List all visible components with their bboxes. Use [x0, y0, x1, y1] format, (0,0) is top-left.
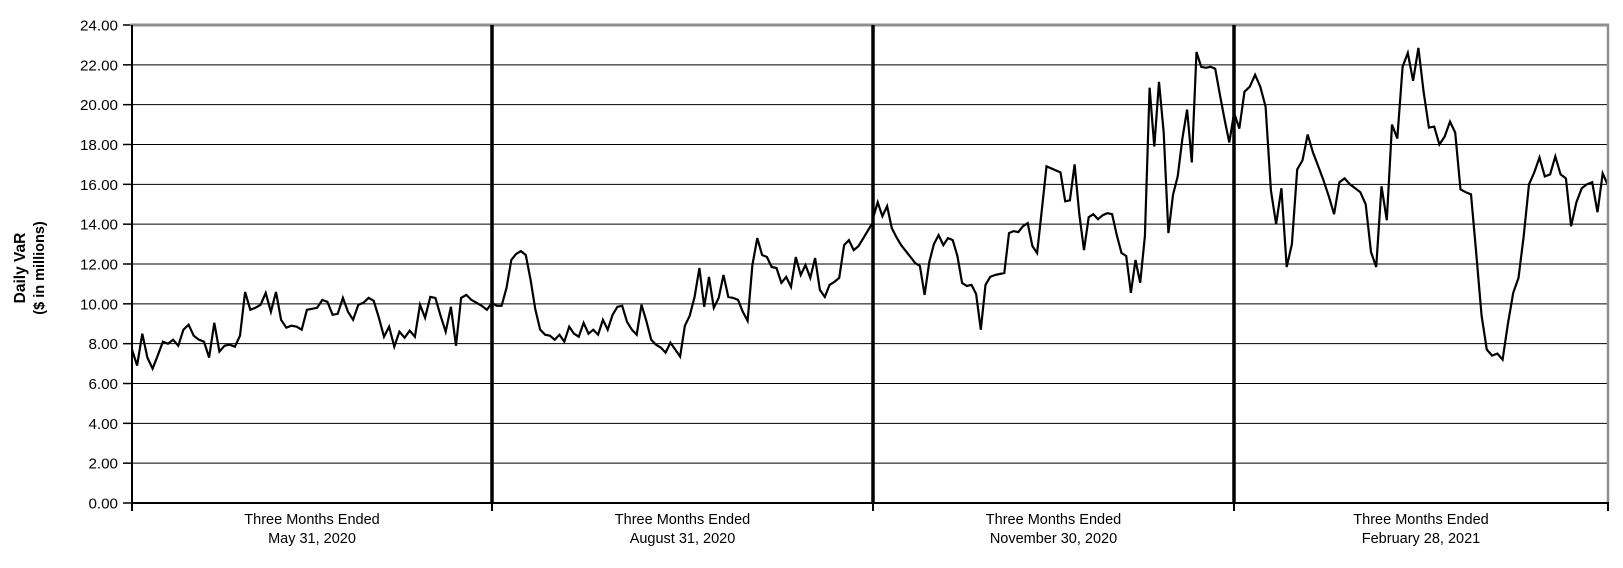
x-label-line1: Three Months Ended: [244, 512, 379, 528]
x-label-line1: Three Months Ended: [986, 512, 1121, 528]
y-tick-label: 10.00: [80, 296, 118, 313]
y-tick-label: 2.00: [88, 456, 118, 473]
y-tick-label: 20.00: [80, 97, 118, 114]
x-label-line1: Three Months Ended: [1353, 512, 1488, 528]
x-label-line2: August 31, 2020: [630, 531, 736, 547]
axes-and-separators: [123, 23, 1610, 511]
x-label-line2: November 30, 2020: [990, 531, 1117, 547]
var-line-series: [130, 47, 1610, 372]
y-tick-label: 14.00: [80, 217, 118, 234]
y-axis-title-line2: ($ in millions): [32, 221, 48, 315]
y-tick-label: 18.00: [80, 137, 118, 154]
axis-tick-labels: 24.00 22.00 20.00 18.00 16.00 14.00 12.00 10.00…: [80, 18, 1489, 548]
y-tick-label: 12.00: [80, 257, 118, 274]
x-label-line2: May 31, 2020: [268, 531, 356, 547]
y-tick-label: 8.00: [88, 336, 118, 353]
y-axis-title-line1: Daily VaR: [12, 233, 29, 304]
y-tick-label: 0.00: [88, 496, 118, 513]
x-label-line1: Three Months Ended: [615, 512, 750, 528]
daily-var-polyline: [130, 47, 1610, 372]
y-tick-label: 6.00: [88, 376, 118, 393]
y-tick-label: 4.00: [88, 416, 118, 433]
y-tick-label: 24.00: [80, 18, 118, 35]
y-tick-label: 22.00: [80, 57, 118, 74]
y-tick-label: 16.00: [80, 177, 118, 194]
x-label-line2: February 28, 2021: [1362, 531, 1481, 547]
gridlines-layer: [132, 64, 1608, 464]
